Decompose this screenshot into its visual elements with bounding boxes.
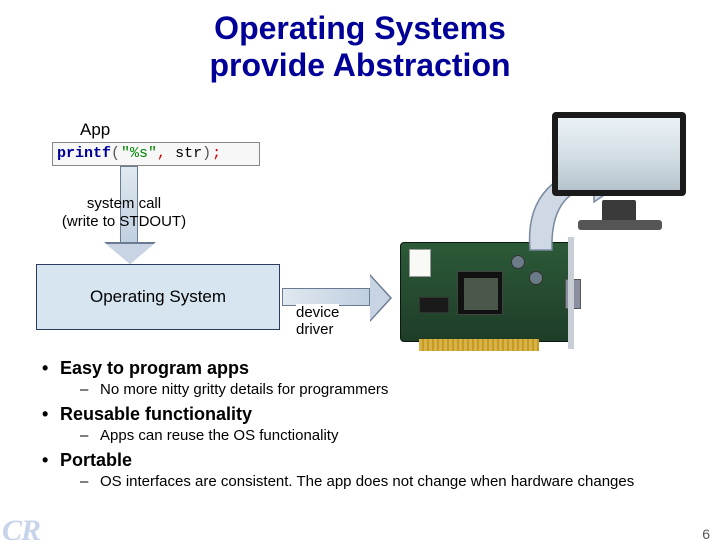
arrow-os-to-card-head: [370, 276, 390, 320]
app-label: App: [80, 120, 110, 140]
os-box: Operating System: [36, 264, 280, 330]
watermark-cr: CR: [2, 514, 40, 548]
device-driver-label: device driver: [296, 304, 339, 339]
bullet-list: •Easy to program apps –No more nitty gri…: [42, 358, 700, 496]
syscall-label: system call (write to STDOUT): [44, 195, 204, 231]
arrow-app-to-os-head: [106, 244, 154, 264]
title-line-2: provide Abstractionprovide Abstraction: [0, 47, 720, 84]
monitor-base: [578, 220, 662, 230]
monitor-stand: [602, 200, 636, 222]
code-snippet: printf("%s", str);: [52, 142, 260, 166]
monitor-icon: [552, 112, 686, 196]
title-line-1: Operating Systems: [0, 10, 720, 47]
